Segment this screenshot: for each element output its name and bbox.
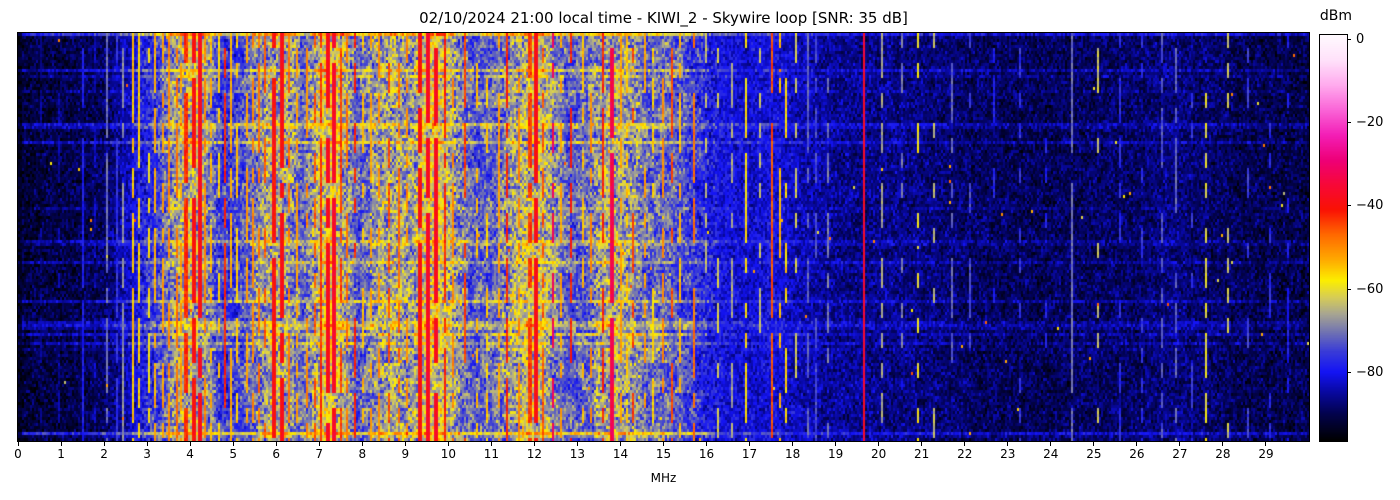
x-tick-label: 12 [526,447,543,461]
x-tick [835,442,837,446]
x-tick [1222,442,1224,446]
x-tick [619,442,621,446]
x-tick [1093,442,1095,446]
x-tick-label: 6 [272,447,280,461]
chart-title: 02/10/2024 21:00 local time - KIWI_2 - S… [419,9,908,27]
x-tick-label: 18 [784,447,801,461]
x-tick [749,442,751,446]
x-tick-label: 13 [569,447,586,461]
x-tick-label: 10 [440,447,456,461]
spectrogram-canvas [18,33,1309,441]
x-tick-label: 20 [871,447,887,461]
colorbar-tick-label: −40 [1356,198,1384,214]
x-tick [1265,442,1267,446]
x-tick-label: 29 [1258,447,1274,461]
x-tick [275,442,277,446]
x-tick-label: 7 [315,447,324,461]
x-tick [576,442,578,446]
x-axis-label: MHz [650,471,677,485]
colorbar-tick [1347,371,1351,373]
x-tick-label: 26 [1129,447,1145,461]
x-tick [103,442,105,446]
x-tick [706,442,708,446]
x-tick [361,442,363,446]
x-tick-label: 9 [401,447,410,461]
x-tick [232,442,234,446]
colorbar-frame [1319,34,1348,442]
colorbar-tick [1347,121,1351,123]
colorbar-tick [1347,288,1351,290]
colorbar-tick [1347,38,1351,40]
x-tick-label: 15 [655,447,672,461]
x-tick-label: 23 [1000,447,1016,461]
x-tick-label: 21 [914,447,930,461]
x-tick [1136,442,1138,446]
x-tick [17,442,19,446]
x-tick [60,442,62,446]
colorbar-tick-label: −60 [1356,281,1384,297]
x-tick-label: 25 [1086,447,1102,461]
x-tick [533,442,535,446]
x-tick [404,442,406,446]
x-tick-label: 2 [100,447,108,461]
x-tick [146,442,148,446]
x-tick [1179,442,1181,446]
x-tick-label: 22 [957,447,973,461]
colorbar-tick-label: 0 [1356,31,1365,47]
x-tick-label: 5 [229,447,237,461]
x-tick-label: 11 [483,447,499,461]
x-tick [189,442,191,446]
x-tick [921,442,923,446]
x-tick-label: 0 [14,447,22,461]
x-tick [490,442,492,446]
colorbar-canvas [1320,35,1347,441]
plot-frame [17,32,1310,442]
x-tick-label: 16 [698,447,715,461]
x-tick [318,442,320,446]
x-tick-label: 14 [612,447,629,461]
x-tick-label: 27 [1172,447,1188,461]
x-tick-label: 19 [827,447,844,461]
x-tick-label: 3 [143,447,151,461]
x-tick-label: 17 [741,447,758,461]
x-tick-label: 28 [1215,447,1231,461]
x-tick-label: 4 [186,447,194,461]
x-tick [878,442,880,446]
x-tick [1007,442,1009,446]
colorbar-label: dBm [1319,8,1353,24]
x-tick [792,442,794,446]
colorbar-tick [1347,205,1351,207]
x-tick [964,442,966,446]
colorbar-tick-label: −80 [1356,364,1384,380]
x-tick [662,442,664,446]
x-tick-label: 8 [358,447,367,461]
x-tick-label: 1 [57,447,65,461]
colorbar-tick-label: −20 [1356,114,1384,130]
x-tick [447,442,449,446]
x-tick [1050,442,1052,446]
x-tick-label: 24 [1043,447,1059,461]
